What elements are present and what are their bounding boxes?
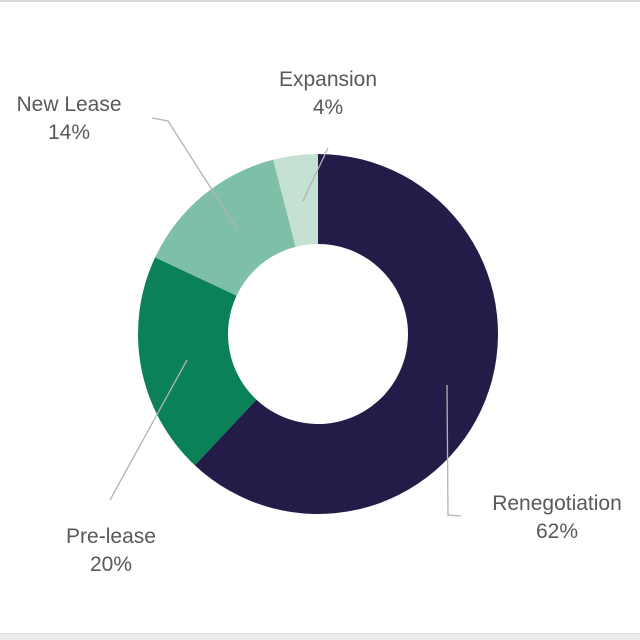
leader-line-pre-lease (109, 359, 188, 501)
donut-slice-renegotiation (194, 154, 499, 514)
leader-line-new-lease (151, 117, 238, 230)
bottom-strip (0, 633, 640, 640)
donut-slice-pre-lease (138, 257, 257, 466)
donut-slice-new-lease (155, 159, 296, 296)
leader-line-expansion (302, 147, 329, 202)
donut-slice-expansion (273, 154, 318, 247)
top-border (0, 0, 640, 2)
leader-line-renegotiation (446, 384, 462, 517)
